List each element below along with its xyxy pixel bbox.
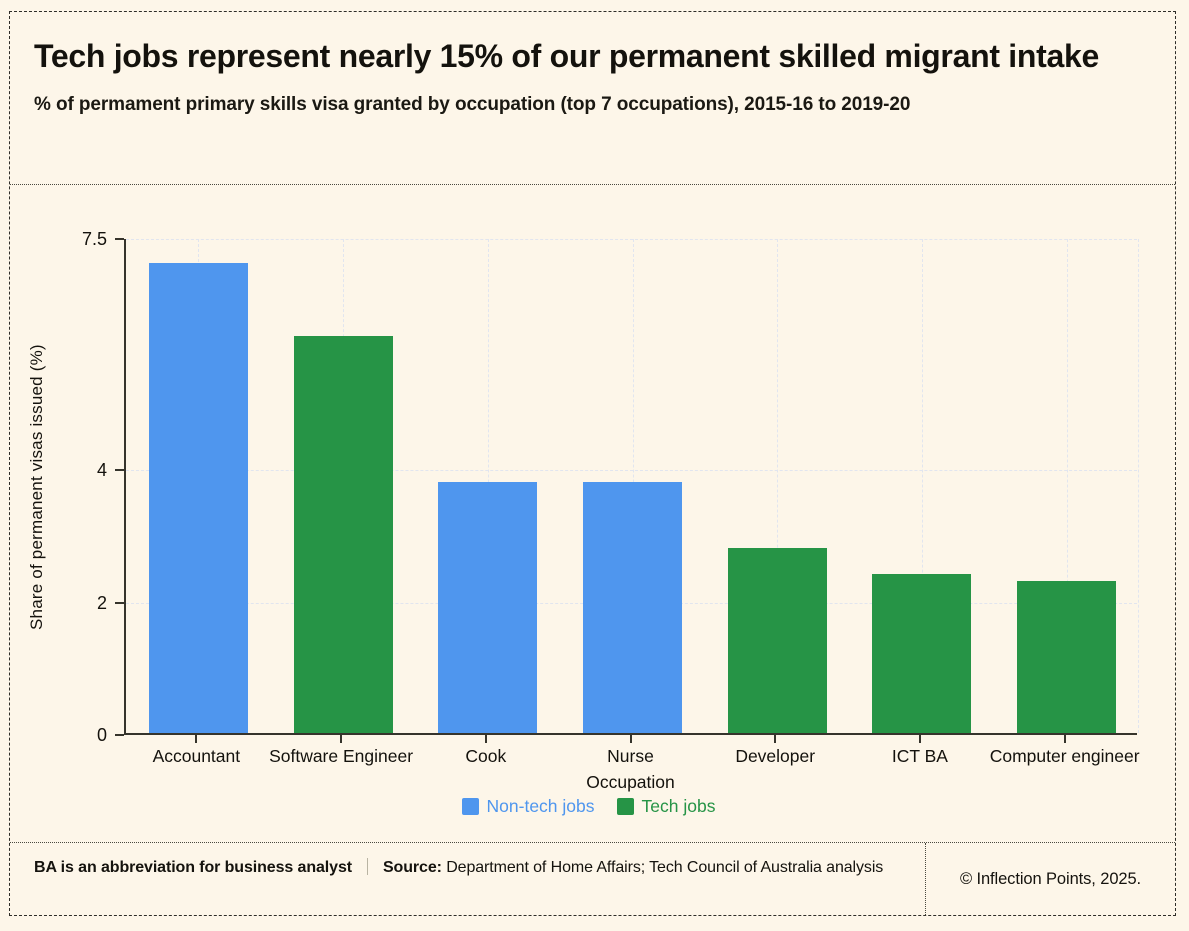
x-tick-label-computer-engineer: Computer engineer bbox=[989, 746, 1140, 766]
source-text: Department of Home Affairs; Tech Council… bbox=[441, 859, 884, 876]
bar-accountant bbox=[148, 263, 248, 733]
y-tick-label-2: 2 bbox=[96, 592, 107, 613]
x-tick-software-engineer bbox=[340, 735, 343, 743]
legend-swatch-non-tech-jobs bbox=[461, 798, 479, 815]
legend-item-tech-jobs: Tech jobs bbox=[616, 796, 716, 817]
chart-subtitle: % of permament primary skills visa grant… bbox=[34, 94, 911, 115]
x-axis-title: Occupation bbox=[586, 772, 675, 792]
legend-label-non-tech-jobs: Non-tech jobs bbox=[486, 796, 595, 816]
x-tick-cook bbox=[484, 735, 487, 743]
footer-note: BA is an abbreviation for business analy… bbox=[34, 859, 352, 876]
legend-label-tech-jobs: Tech jobs bbox=[641, 796, 716, 816]
x-tick-label-developer: Developer bbox=[735, 746, 816, 766]
gridline-y-7.5 bbox=[126, 239, 1137, 240]
gridline-x-computer-engineer bbox=[1066, 239, 1068, 733]
x-tick-label-accountant: Accountant bbox=[152, 746, 241, 766]
legend-swatch-tech-jobs bbox=[616, 798, 634, 815]
gridline-x-developer bbox=[777, 239, 779, 733]
chart-title: Tech jobs represent nearly 15% of our pe… bbox=[34, 38, 1099, 74]
x-tick-label-nurse: Nurse bbox=[607, 746, 654, 766]
footer: BA is an abbreviation for business analy… bbox=[10, 842, 1175, 915]
gridline-y-4 bbox=[126, 470, 1137, 472]
footer-note-divider bbox=[366, 858, 368, 875]
bar-developer bbox=[727, 547, 827, 733]
y-tick-label-4: 4 bbox=[96, 460, 107, 481]
x-tick-label-cook: Cook bbox=[465, 746, 507, 766]
y-tick-label-7.5: 7.5 bbox=[81, 229, 107, 249]
bar-ict-ba bbox=[872, 574, 972, 733]
y-tick-0 bbox=[115, 734, 124, 736]
bar-cook bbox=[438, 481, 538, 733]
x-tick-label-ict-ba: ICT BA bbox=[891, 746, 948, 766]
source-label: Source: bbox=[382, 859, 442, 876]
x-tick-developer bbox=[774, 735, 777, 743]
bar-chart: Share of permanent visas issued (%) 0 2 4 7… bbox=[10, 184, 1177, 844]
header: Tech jobs represent nearly 15% of our pe… bbox=[10, 12, 1175, 116]
x-tick-ict-ba bbox=[918, 735, 921, 743]
bar-software-engineer bbox=[293, 336, 393, 733]
x-tick-accountant bbox=[195, 735, 198, 743]
plot-area bbox=[124, 239, 1139, 735]
x-tick-label-software-engineer: Software Engineer bbox=[269, 746, 414, 766]
x-tick-nurse bbox=[629, 735, 632, 743]
legend: Non-tech jobs Tech jobs bbox=[10, 796, 1167, 817]
y-tick-2 bbox=[115, 601, 124, 604]
y-tick-7.5 bbox=[115, 238, 124, 240]
gridline-x-right-edge bbox=[1138, 239, 1139, 733]
y-axis-title: Share of permanent visas issued (%) bbox=[27, 344, 46, 630]
copyright: © Inflection Points, 2025. bbox=[959, 869, 1142, 888]
figure-frame: Tech jobs represent nearly 15% of our pe… bbox=[9, 11, 1176, 916]
bar-computer-engineer bbox=[1017, 580, 1117, 733]
legend-item-non-tech-jobs: Non-tech jobs bbox=[461, 796, 595, 817]
footer-note-and-source: BA is an abbreviation for business analy… bbox=[10, 843, 926, 915]
header-separator bbox=[10, 184, 1175, 185]
y-tick-label-0: 0 bbox=[96, 725, 107, 745]
y-tick-4 bbox=[115, 469, 124, 472]
x-tick-computer-engineer bbox=[1063, 735, 1066, 743]
bar-nurse bbox=[583, 481, 682, 733]
gridline-x-ict-ba bbox=[921, 239, 923, 733]
